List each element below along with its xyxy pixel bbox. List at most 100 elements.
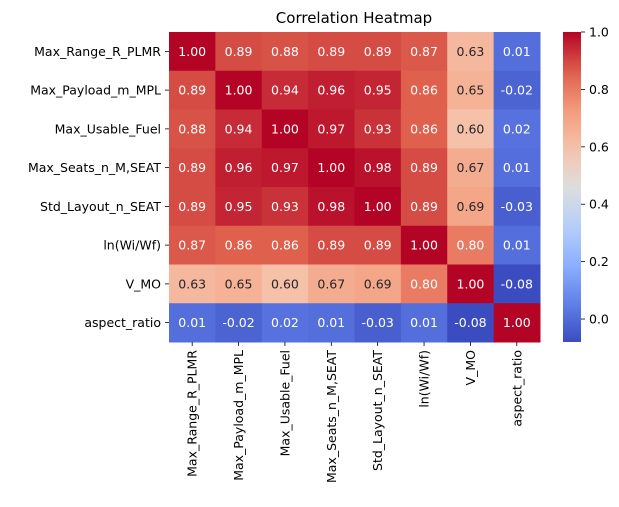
heatmap-cell bbox=[400, 32, 448, 72]
heatmap-cell bbox=[493, 148, 541, 188]
cell-value-label: 1.00 bbox=[503, 315, 531, 330]
heatmap-cell bbox=[354, 148, 402, 188]
x-tick-label: aspect_ratio bbox=[509, 350, 524, 427]
cell-value-label: 1.00 bbox=[364, 199, 392, 214]
cell-value-label: 0.86 bbox=[410, 121, 438, 136]
y-tick-label: Max_Usable_Fuel bbox=[55, 121, 161, 136]
cell-value-label: 0.98 bbox=[364, 160, 392, 175]
heatmap-cell bbox=[447, 32, 495, 72]
cell-value-label: 0.89 bbox=[225, 44, 253, 59]
heatmap-cell bbox=[493, 70, 541, 110]
heatmap-cell bbox=[308, 187, 356, 227]
cell-value-label: -0.08 bbox=[501, 276, 533, 291]
heatmap-cell bbox=[400, 70, 448, 110]
heatmap-cell bbox=[400, 109, 448, 149]
heatmap-cell bbox=[261, 32, 309, 72]
y-tick-label: Max_Seats_n_M,SEAT bbox=[28, 160, 161, 175]
heatmap-cell bbox=[447, 109, 495, 149]
cell-value-label: 0.89 bbox=[317, 44, 345, 59]
cell-value-label: 0.96 bbox=[317, 83, 345, 98]
x-tick-label: Max_Payload_m_MPL bbox=[231, 350, 246, 481]
colorbar-tick-label: 0.2 bbox=[589, 254, 609, 269]
cell-value-label: 0.01 bbox=[410, 315, 438, 330]
heatmap-cells: 1.00 0.89 0.88 0.89 0.89 0.87 0.63 0.01 0.89 1.00… bbox=[169, 32, 541, 343]
x-tick-label: Max_Range_R_PLMR bbox=[185, 350, 200, 477]
x-axis-tick-labels: Max_Range_R_PLMR Max_Payload_m_MPL Max_Usa… bbox=[185, 342, 524, 483]
heatmap-cell bbox=[354, 303, 402, 343]
heatmap-cell bbox=[447, 225, 495, 265]
heatmap-cell bbox=[493, 264, 541, 304]
cell-value-label: 0.01 bbox=[503, 238, 531, 253]
cell-value-label: 0.97 bbox=[317, 121, 345, 136]
cell-value-label: -0.03 bbox=[501, 199, 533, 214]
cell-value-label: 1.00 bbox=[317, 160, 345, 175]
cell-value-label: 0.80 bbox=[410, 276, 438, 291]
chart-title: Correlation Heatmap bbox=[276, 9, 432, 27]
cell-value-label: 0.01 bbox=[178, 315, 206, 330]
colorbar-gradient bbox=[563, 32, 581, 342]
heatmap-cell bbox=[308, 303, 356, 343]
cell-value-label: 0.80 bbox=[457, 238, 485, 253]
cell-value-label: 0.65 bbox=[457, 83, 485, 98]
cell-value-label: 0.98 bbox=[317, 199, 345, 214]
cell-value-label: 0.87 bbox=[178, 238, 206, 253]
heatmap-cell bbox=[169, 148, 216, 188]
cell-value-label: 0.86 bbox=[410, 83, 438, 98]
cell-value-label: 0.89 bbox=[364, 44, 392, 59]
colorbar-tick-label: 1.0 bbox=[589, 25, 609, 40]
cell-value-label: 1.00 bbox=[271, 121, 299, 136]
x-tick-label: Max_Usable_Fuel bbox=[277, 350, 292, 456]
heatmap-cell bbox=[493, 187, 541, 227]
cell-value-label: 0.89 bbox=[178, 83, 206, 98]
cell-value-label: -0.02 bbox=[501, 83, 533, 98]
colorbar-tick-label: 0.8 bbox=[589, 82, 609, 97]
cell-value-label: 0.93 bbox=[364, 121, 392, 136]
cell-value-label: 0.89 bbox=[410, 160, 438, 175]
heatmap-cell bbox=[169, 32, 216, 72]
cell-value-label: 0.89 bbox=[178, 199, 206, 214]
cell-value-label: 0.60 bbox=[457, 121, 485, 136]
heatmap-cell bbox=[169, 264, 216, 304]
cell-value-label: 0.93 bbox=[271, 199, 299, 214]
heatmap-cell bbox=[169, 187, 216, 227]
cell-value-label: 0.95 bbox=[225, 199, 253, 214]
cell-value-label: 0.89 bbox=[317, 238, 345, 253]
colorbar-tick-label: 0.6 bbox=[589, 139, 609, 154]
y-axis-tick-labels: Max_Range_R_PLMR Max_Payload_m_MPL Max_Usa… bbox=[28, 44, 169, 330]
heatmap-cell bbox=[400, 303, 448, 343]
heatmap-cell bbox=[215, 187, 263, 227]
cell-value-label: 0.67 bbox=[317, 276, 345, 291]
heatmap-cell bbox=[308, 109, 356, 149]
cell-value-label: 0.65 bbox=[225, 276, 253, 291]
cell-value-label: -0.08 bbox=[454, 315, 486, 330]
y-tick-label: Max_Payload_m_MPL bbox=[30, 83, 161, 98]
heatmap-cell bbox=[261, 148, 309, 188]
cell-value-label: 0.86 bbox=[271, 238, 299, 253]
heatmap-cell bbox=[169, 303, 216, 343]
heatmap-cell bbox=[447, 187, 495, 227]
cell-value-label: 0.02 bbox=[271, 315, 299, 330]
heatmap-cell bbox=[215, 303, 263, 343]
cell-value-label: 0.01 bbox=[317, 315, 345, 330]
heatmap-cell bbox=[215, 70, 263, 110]
cell-value-label: 0.87 bbox=[410, 44, 438, 59]
cell-value-label: 0.86 bbox=[225, 238, 253, 253]
heatmap-cell bbox=[447, 264, 495, 304]
heatmap-cell bbox=[354, 225, 402, 265]
colorbar: 0.0 0.2 0.4 0.6 0.8 1.0 bbox=[563, 25, 609, 342]
heatmap-cell bbox=[261, 109, 309, 149]
heatmap-cell bbox=[447, 70, 495, 110]
cell-value-label: 0.02 bbox=[503, 121, 531, 136]
cell-value-label: 0.63 bbox=[178, 276, 206, 291]
cell-value-label: 0.89 bbox=[178, 160, 206, 175]
heatmap-cell bbox=[169, 225, 216, 265]
heatmap-cell bbox=[169, 70, 216, 110]
cell-value-label: 0.94 bbox=[225, 121, 253, 136]
heatmap-cell bbox=[215, 225, 263, 265]
heatmap-cell bbox=[354, 109, 402, 149]
cell-value-label: 0.95 bbox=[364, 83, 392, 98]
cell-value-label: 0.63 bbox=[457, 44, 485, 59]
heatmap-cell bbox=[261, 264, 309, 304]
heatmap-cell bbox=[215, 109, 263, 149]
